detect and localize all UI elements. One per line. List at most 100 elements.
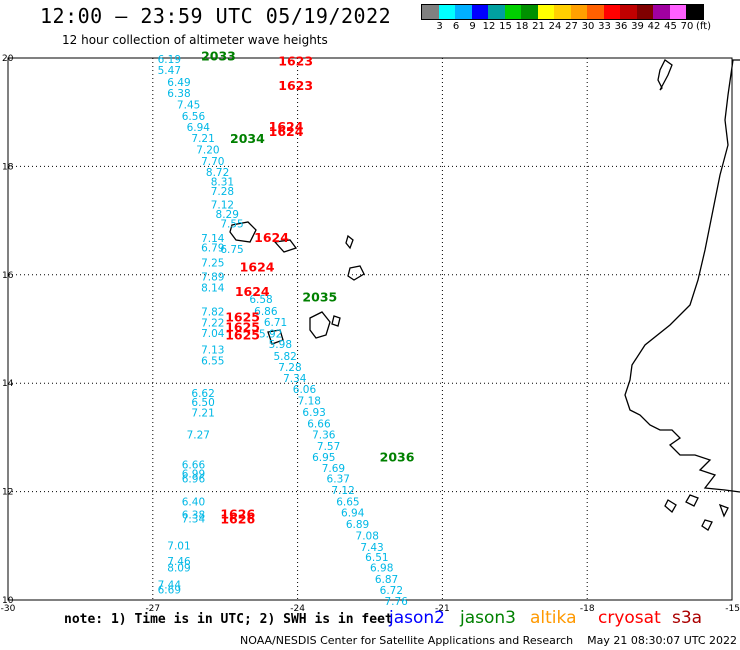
swh-value: 6.93: [302, 407, 325, 419]
swh-value: 6.49: [167, 77, 190, 89]
swh-value: 7.12: [211, 199, 234, 211]
lon-tick-label: -15: [725, 604, 740, 614]
island-santo-antao: [229, 221, 257, 243]
scale-swatch: [620, 5, 637, 19]
swh-value: 7.55: [220, 218, 243, 230]
swh-value: 6.62: [191, 388, 214, 400]
pass-time: 2036: [380, 449, 415, 464]
pass-time: 1624: [235, 284, 270, 299]
swh-value: 6.51: [365, 552, 388, 564]
pass-time: 1625: [225, 310, 260, 325]
swh-value: 7.70: [201, 156, 224, 168]
swh-value: 7.36: [312, 430, 336, 442]
swh-value: 5.98: [269, 339, 292, 351]
satellite-s3a: s3a: [672, 608, 703, 628]
pass-time: 1624: [254, 230, 289, 245]
pass-time: 1626: [220, 506, 255, 521]
lat-tick-label: 14: [2, 379, 14, 389]
swh-value: 7.45: [177, 100, 200, 112]
scale-swatch: [653, 5, 670, 19]
satellite-cryosat: cryosat: [598, 608, 661, 628]
swh-value: 7.28: [278, 362, 301, 374]
pass-time: 1623: [278, 54, 313, 69]
swh-value: 7.12: [331, 485, 354, 497]
scale-swatch: [504, 5, 521, 19]
pass-time: 1625: [225, 319, 260, 334]
lat-lon-grid: [7, 57, 733, 601]
swh-value: 6.66: [182, 460, 206, 472]
swh-value: 6.99: [182, 469, 205, 481]
scale-label: 39: [631, 21, 644, 32]
swh-value: 6.87: [375, 574, 398, 586]
scale-label: 45: [664, 21, 677, 32]
swh-value: 6.69: [158, 585, 181, 597]
scale-label: 36: [614, 21, 628, 32]
swh-value: 6.58: [249, 294, 272, 306]
swh-labels: 6.195.476.496.387.456.566.947.217.207.70…: [158, 54, 409, 608]
island-sal: [345, 234, 354, 250]
satellite-altika: altika: [530, 608, 577, 628]
map-subtitle: 12 hour collection of altimeter wave hei…: [62, 33, 328, 47]
swh-value: 8.09: [167, 562, 190, 574]
scale-swatch: [603, 5, 620, 19]
scale-swatch: [521, 5, 538, 19]
pass-time: 2035: [302, 289, 337, 304]
swh-value: 7.08: [356, 531, 379, 543]
swh-value: 6.06: [293, 384, 317, 396]
color-scale-bar: [421, 4, 704, 20]
map-frame: [7, 57, 733, 601]
scale-label: 27: [565, 21, 578, 32]
morocco-coast: [657, 59, 673, 91]
scale-swatch: [471, 5, 488, 19]
scale-swatch: [422, 5, 439, 19]
swh-value: 6.40: [182, 496, 205, 508]
bijagos-islands: [664, 494, 729, 531]
swh-value: 6.66: [307, 418, 331, 430]
scale-label: 6: [452, 21, 460, 32]
pass-time: 1626: [220, 512, 255, 527]
scale-label: 70: [680, 21, 694, 32]
lon-tick-label: -30: [1, 604, 16, 614]
swh-value: 7.69: [322, 463, 345, 475]
west-africa-coast: [624, 59, 740, 493]
swh-value: 6.86: [254, 306, 278, 318]
swh-value: 6.65: [336, 496, 359, 508]
scale-label: (ft): [695, 21, 712, 32]
swh-value: 6.55: [201, 355, 224, 367]
lat-tick-label: 16: [2, 271, 14, 281]
scale-label: 21: [532, 21, 545, 32]
scale-label: 15: [499, 21, 512, 32]
coastline: [229, 59, 740, 531]
pass-time: 1625: [225, 327, 260, 342]
swh-value: 7.21: [191, 407, 214, 419]
island-santiago: [309, 311, 331, 339]
swh-value: 5.92: [259, 328, 282, 340]
swh-value: 5.82: [273, 351, 296, 363]
swh-value: 6.79: [201, 243, 224, 255]
swh-value: 8.14: [201, 282, 225, 294]
satellite-jason3: jason3: [460, 608, 516, 628]
lat-tick-label: 10: [2, 596, 14, 606]
swh-value: 7.20: [196, 145, 219, 157]
pass-time: 1624: [269, 119, 304, 134]
swh-value: 6.50: [191, 397, 214, 409]
scale-label: 33: [598, 21, 611, 32]
swh-value: 8.29: [216, 209, 239, 221]
lat-tick-label: 18: [2, 162, 14, 172]
color-scale-labels: 3 6 9 12 15 18 21 24 27 30 33 36 39 42 45 70 (ft): [421, 21, 740, 35]
swh-value: 6.75: [220, 244, 243, 256]
swh-value: 6.94: [187, 122, 211, 134]
swh-value: 7.34: [182, 514, 206, 526]
island-fogo: [267, 329, 284, 345]
swh-value: 6.95: [312, 452, 335, 464]
scale-label: 3: [436, 21, 443, 32]
swh-value: 7.04: [201, 328, 225, 340]
swh-value: 6.56: [182, 111, 206, 123]
scale-label: 30: [581, 21, 595, 32]
scale-swatch: [570, 5, 587, 19]
swh-value: 6.38: [167, 88, 190, 100]
scale-label: 12: [482, 21, 496, 32]
swh-value: 6.19: [158, 54, 181, 66]
